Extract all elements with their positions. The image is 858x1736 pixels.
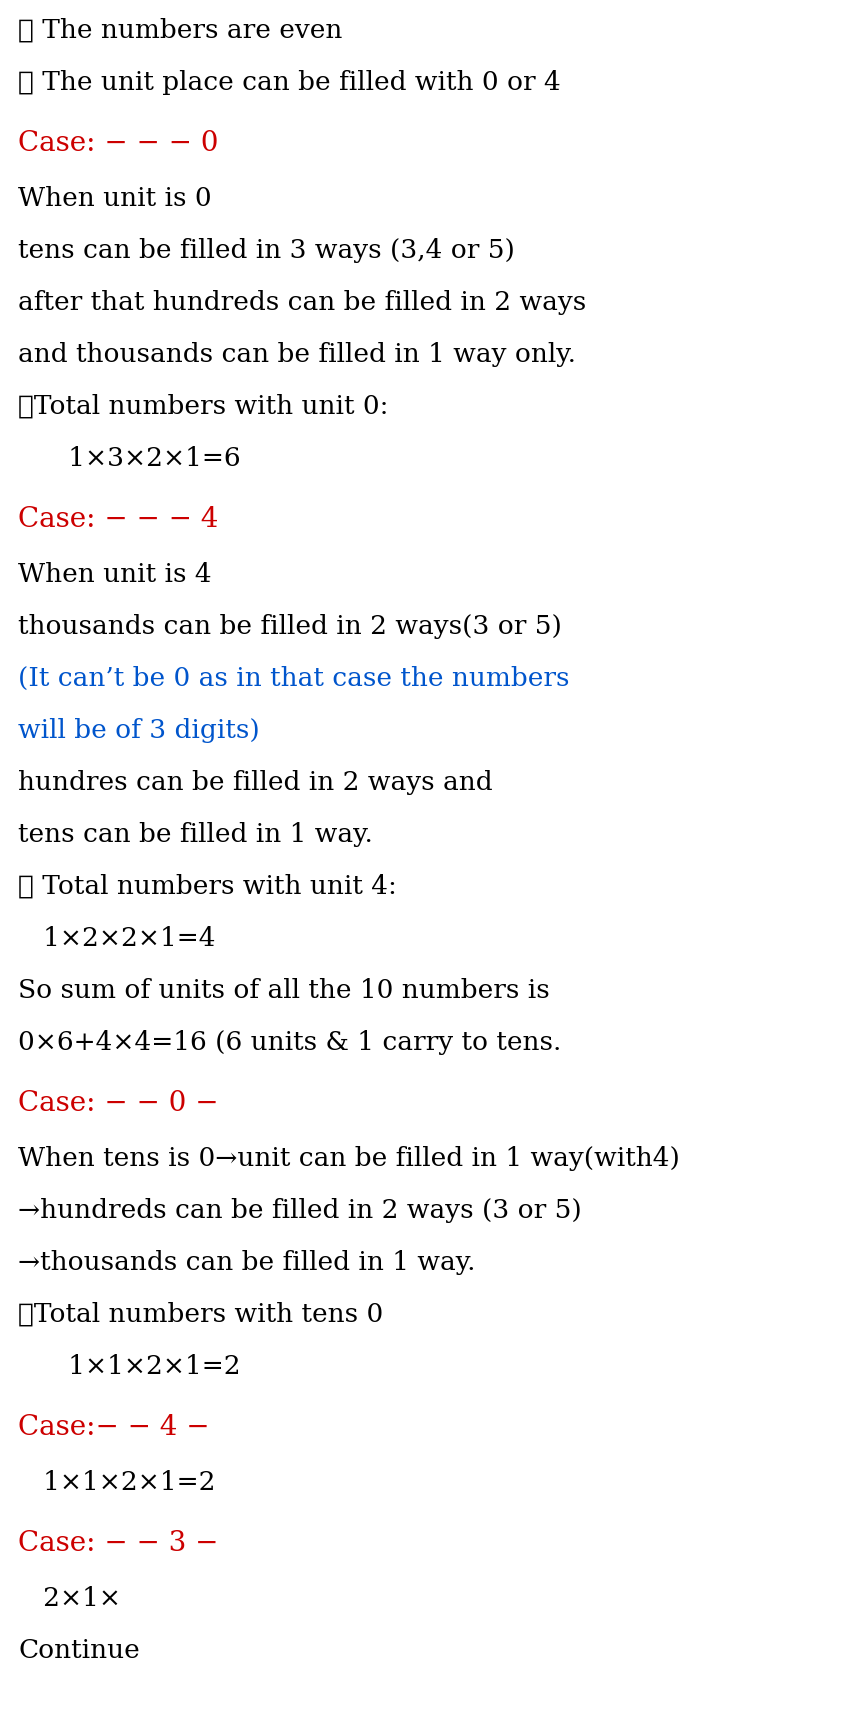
Text: →hundreds can be filled in 2 ways (3 or 5): →hundreds can be filled in 2 ways (3 or … <box>18 1198 582 1222</box>
Text: 1×1×2×1=2: 1×1×2×1=2 <box>18 1470 215 1495</box>
Text: 1×3×2×1=6: 1×3×2×1=6 <box>18 446 240 470</box>
Text: When tens is 0→unit can be filled in 1 way(with4): When tens is 0→unit can be filled in 1 w… <box>18 1146 680 1172</box>
Text: ∴Total numbers with unit 0:: ∴Total numbers with unit 0: <box>18 394 389 418</box>
Text: will be of 3 digits): will be of 3 digits) <box>18 719 260 743</box>
Text: 2×1×: 2×1× <box>18 1587 121 1611</box>
Text: When unit is 4: When unit is 4 <box>18 562 212 587</box>
Text: hundres can be filled in 2 ways and: hundres can be filled in 2 ways and <box>18 771 501 795</box>
Text: When unit is 0: When unit is 0 <box>18 186 212 212</box>
Text: after that hundreds can be filled in 2 ways: after that hundreds can be filled in 2 w… <box>18 290 586 314</box>
Text: →thousands can be filled in 1 way.: →thousands can be filled in 1 way. <box>18 1250 475 1274</box>
Text: ∴ Total numbers with unit 4:: ∴ Total numbers with unit 4: <box>18 873 397 899</box>
Text: ∴Total numbers with tens 0: ∴Total numbers with tens 0 <box>18 1302 384 1326</box>
Text: tens can be filled in 3 ways (3,4 or 5): tens can be filled in 3 ways (3,4 or 5) <box>18 238 515 262</box>
Text: Case: − − 0 −: Case: − − 0 − <box>18 1090 219 1116</box>
Text: (It can’t be 0 as in that case the numbers: (It can’t be 0 as in that case the numbe… <box>18 667 570 691</box>
Text: So sum of units of all the 10 numbers is: So sum of units of all the 10 numbers is <box>18 977 550 1003</box>
Text: thousands can be filled in 2 ways(3 or 5): thousands can be filled in 2 ways(3 or 5… <box>18 615 562 639</box>
Text: Case: − − − 0: Case: − − − 0 <box>18 130 219 156</box>
Text: tens can be filled in 1 way.: tens can be filled in 1 way. <box>18 823 373 847</box>
Text: Case:− − 4 −: Case:− − 4 − <box>18 1415 209 1441</box>
Text: 1×2×2×1=4: 1×2×2×1=4 <box>18 925 215 951</box>
Text: 0×6+4×4=16 (6 units & 1 carry to tens.: 0×6+4×4=16 (6 units & 1 carry to tens. <box>18 1029 561 1055</box>
Text: ∴ The unit place can be filled with 0 or 4: ∴ The unit place can be filled with 0 or… <box>18 69 561 95</box>
Text: and thousands can be filled in 1 way only.: and thousands can be filled in 1 way onl… <box>18 342 576 366</box>
Text: Continue: Continue <box>18 1639 140 1663</box>
Text: Case: − − 3 −: Case: − − 3 − <box>18 1529 219 1557</box>
Text: 1×1×2×1=2: 1×1×2×1=2 <box>18 1354 240 1378</box>
Text: ∵ The numbers are even: ∵ The numbers are even <box>18 17 342 43</box>
Text: Case: − − − 4: Case: − − − 4 <box>18 505 219 533</box>
